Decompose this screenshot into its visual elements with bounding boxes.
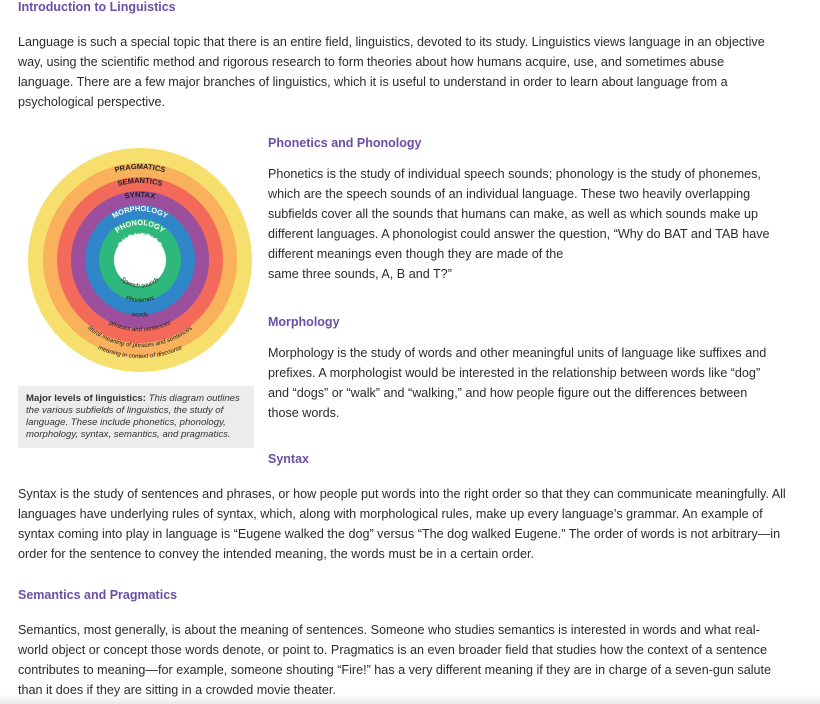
bottom-fade [0, 694, 820, 704]
heading-phonetics: Phonetics and Phonology [268, 136, 422, 150]
section-morphology: Morphology Morphology is the study of wo… [268, 315, 778, 423]
section-title-intro: Introduction to Linguistics [18, 0, 176, 14]
syntax-paragraph: Syntax is the study of sentences and phr… [18, 487, 786, 561]
heading-morphology: Morphology [268, 315, 340, 329]
morphology-paragraph: Morphology is the study of words and oth… [268, 346, 767, 420]
section-phonetics: Phonetics and Phonology Phonetics is the… [268, 136, 778, 284]
linguistics-levels-figure: PRAGMATICS SEMANTICS SYNTAX MORPHOLOGY P… [18, 140, 256, 448]
label-syntax: SYNTAX [124, 190, 156, 201]
desc-morphology: words [132, 311, 149, 319]
levels-diagram: PRAGMATICS SEMANTICS SYNTAX MORPHOLOGY P… [28, 148, 252, 372]
desc-phonology: Phonemes [125, 295, 155, 304]
heading-semantics: Semantics and Pragmatics [18, 588, 178, 602]
semantics-paragraph: Semantics, most generally, is about the … [18, 623, 772, 697]
caption-title: Major levels of linguistics: [26, 393, 146, 404]
figure-caption: Major levels of linguistics: This diagra… [18, 386, 254, 448]
intro-paragraph: Language is such a special topic that th… [18, 35, 765, 109]
caption-text: This diagram outlines the various subfie… [26, 393, 240, 440]
label-semantics: SEMANTICS [116, 176, 163, 188]
center-circle [114, 234, 166, 286]
heading-syntax: Syntax [268, 452, 309, 466]
phonetics-paragraph-tail: same three sounds, A, B and T?” [268, 267, 452, 281]
label-pragmatics: PRAGMATICS [114, 162, 167, 174]
phonetics-paragraph: Phonetics is the study of individual spe… [268, 167, 770, 261]
